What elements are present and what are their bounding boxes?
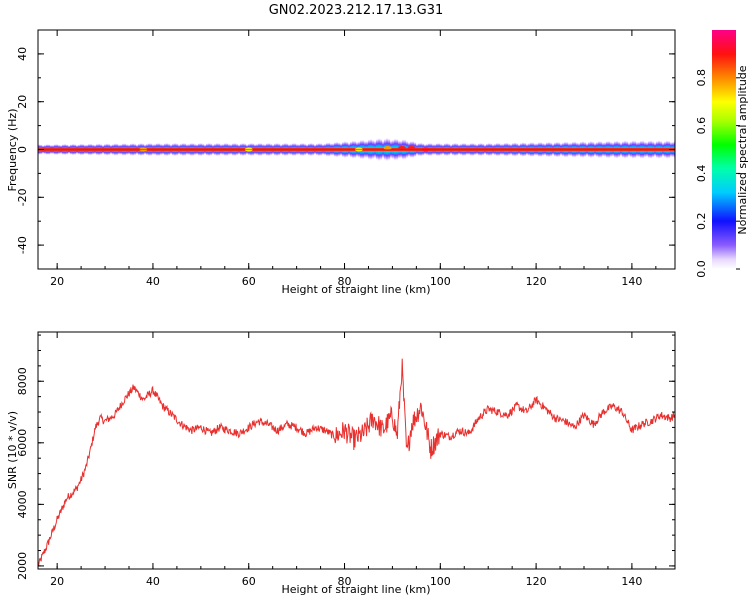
y-tick-label: -20 xyxy=(16,188,29,206)
x-tick-label: 60 xyxy=(242,575,256,588)
snr-axes: 20 40 60 80 100 120 140 2000 4000 6000 8000 xyxy=(16,332,675,588)
band-hotspot xyxy=(407,146,416,150)
snr-x-label: Height of straight line (km) xyxy=(281,583,430,596)
figure-title: GN02.2023.212.17.13.G31 xyxy=(269,3,444,18)
x-tick-label: 20 xyxy=(50,275,64,288)
colorbar-tick-label: 0.6 xyxy=(695,117,708,135)
x-tick-label: 120 xyxy=(526,275,547,288)
y-tick-label: 4000 xyxy=(16,490,29,518)
band-hotspot xyxy=(398,146,406,150)
x-tick-label: 60 xyxy=(242,275,256,288)
x-tick-label: 140 xyxy=(621,575,642,588)
spectrogram-x-label: Height of straight line (km) xyxy=(281,283,430,296)
y-tick-label: 20 xyxy=(16,95,29,109)
x-tick-label: 100 xyxy=(430,275,451,288)
colorbar-gradient xyxy=(712,30,736,269)
x-tick-label: 100 xyxy=(430,575,451,588)
x-tick-label: 80 xyxy=(338,275,352,288)
y-tick-label: 40 xyxy=(16,47,29,61)
x-tick-label: 140 xyxy=(621,275,642,288)
y-tick-label: 2000 xyxy=(16,552,29,580)
colorbar-tick-label: 0.4 xyxy=(695,165,708,183)
colorbar-tick-label: 0.2 xyxy=(695,212,708,230)
y-tick-label: 0 xyxy=(16,146,29,153)
spectrogram-band xyxy=(38,137,675,162)
x-tick-label: 20 xyxy=(50,575,64,588)
x-tick-label: 120 xyxy=(526,575,547,588)
x-tick-label: 40 xyxy=(146,575,160,588)
x-tick-label: 80 xyxy=(338,575,352,588)
spectrogram-panel: 20 40 60 80 100 120 140 -40 -20 0 20 40 Height of s… xyxy=(6,29,676,296)
snr-frame xyxy=(37,331,676,570)
colorbar-tick-label: 0.8 xyxy=(695,69,708,87)
y-tick-label: 8000 xyxy=(16,367,29,395)
colorbar-label: Normalized spectral amplitude xyxy=(736,65,749,234)
y-tick-label: -40 xyxy=(16,236,29,254)
y-tick-label: 6000 xyxy=(16,429,29,457)
colorbar-tick-label: 0.0 xyxy=(695,260,708,278)
band-hotspot xyxy=(383,146,392,150)
snr-y-label: SNR (10 * v/v) xyxy=(6,411,19,489)
snr-panel: 20 40 60 80 100 120 140 2000 4000 6000 8000 Height… xyxy=(6,331,676,596)
spectrogram-y-label: Frequency (Hz) xyxy=(6,109,19,192)
colorbar-ticks: 0.0 0.2 0.4 0.6 0.8 xyxy=(695,69,740,278)
colorbar: 0.0 0.2 0.4 0.6 0.8 Normalized spectral ampl… xyxy=(695,30,749,278)
x-tick-label: 40 xyxy=(146,275,160,288)
snr-series-line xyxy=(38,358,675,567)
spectrogram-axes: 20 40 60 80 100 120 140 -40 -20 0 20 40 xyxy=(16,29,675,288)
